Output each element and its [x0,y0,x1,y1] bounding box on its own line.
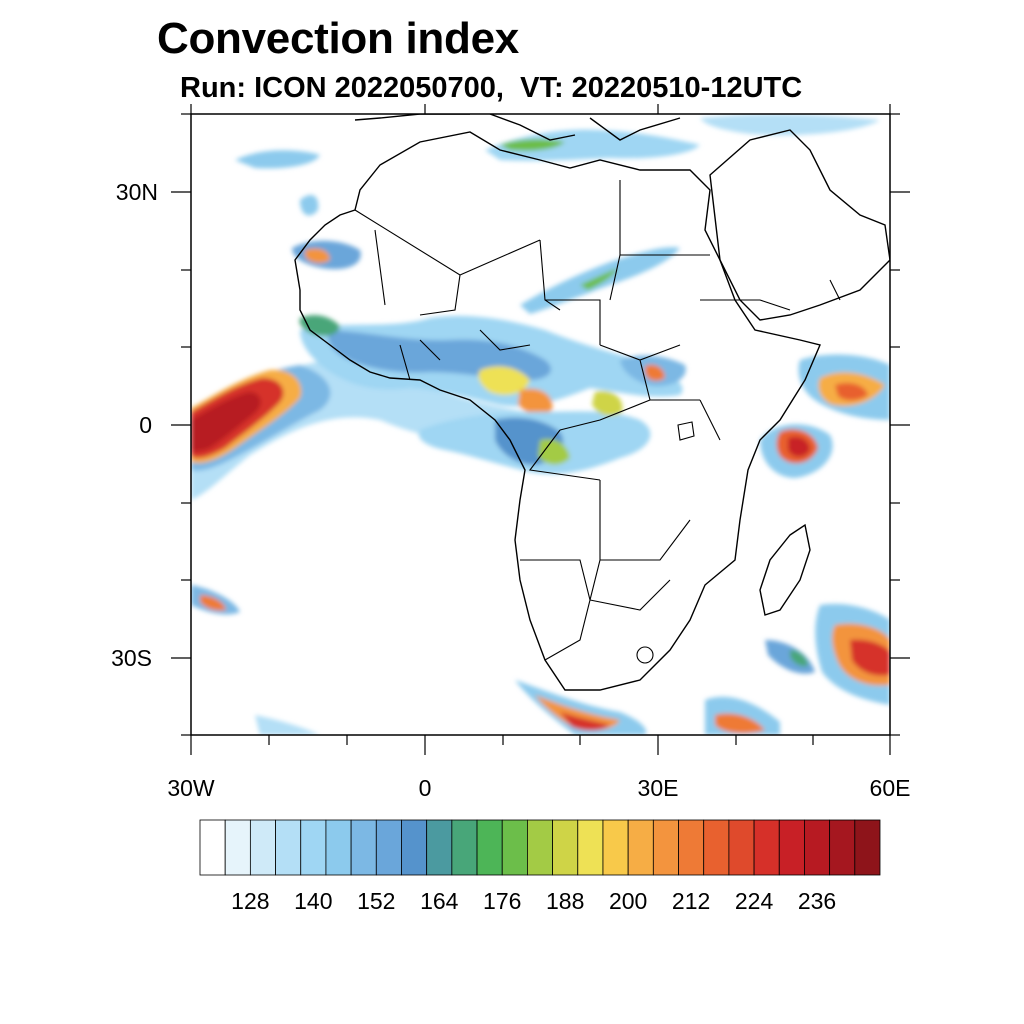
convection-field [191,114,890,735]
lon-label-30e: 30E [637,775,679,801]
se-indian-inner [850,639,890,676]
coastlines [294,114,890,691]
southern-band-2-core [715,713,765,734]
colorbar-swatch [627,819,654,876]
s-atlantic-core [200,595,226,611]
colorbar-swatch [753,819,780,876]
country-borders [354,180,841,664]
southern-band-1-inner [560,712,610,731]
madagascar-east-green [790,650,808,667]
cameroon-patch [518,388,553,415]
colorbar-label: 128 [231,888,270,914]
border-line [354,180,841,661]
mediterranean-core [500,139,565,151]
colorbar-label: 152 [357,888,396,914]
colorbar-swatch [249,819,276,876]
colorbar-label: 188 [545,888,585,914]
colorbar-swatch [602,819,629,876]
southern-band-3 [255,715,320,735]
colorbar-swatch [728,819,755,876]
congo-green [538,438,570,465]
arabia-coastline [709,129,890,321]
lon-label-60e: 60E [869,775,911,801]
lesotho-border [636,646,654,664]
colorbar-swatch [552,819,579,876]
mediterranean-band [485,129,700,161]
colorbar-swatch [199,819,226,876]
lat-label-30n: 30N [115,179,158,205]
colorbar-swatch [401,819,428,876]
colorbar-label: 140 [294,888,333,914]
colorbar-label: 236 [797,888,837,914]
colorbar-swatch [577,819,604,876]
colorbar-swatch [527,819,553,876]
colorbar-label: 224 [734,888,774,914]
colorbar-swatch [224,819,251,876]
lon-label-0: 0 [418,775,432,801]
madagascar-coastline [759,523,811,616]
lat-label-0: 0 [139,412,152,438]
madagascar-east-band [765,640,815,674]
map-ticks [171,104,910,755]
lon-label-30w: 30W [167,775,215,801]
guinea-green [299,315,340,336]
colorbar-swatch [804,819,831,876]
colorbar-swatch [829,819,856,876]
colorbar [199,819,881,876]
westsahara-core [305,248,330,263]
colorbar-swatch [678,819,705,876]
colorbar-swatch [501,819,528,876]
somalia-ocean-inner [835,383,868,401]
colorbar-swatch [703,819,730,876]
colorbar-label: 200 [608,888,648,914]
cyclone-inner [788,436,810,457]
colorbar-swatch [350,819,377,876]
north-atlantic-patch [235,150,320,169]
chart-subtitle: Run: ICON 2022050700, VT: 20220510-12UTC [180,72,803,104]
atlantic-core-inner [191,392,261,452]
europe-top [700,114,880,136]
colorbar-swatch [652,819,679,876]
lake-victoria [677,421,695,441]
southern-band-1-core [535,695,620,731]
africa-coastline [294,131,821,691]
nigeria-patch [478,366,530,395]
colorbar-swatch [325,819,352,876]
colorbar-swatch [854,819,881,876]
sahara-band-core [580,268,618,290]
colorbar-swatch [451,819,478,876]
colorbar-swatch [426,819,453,876]
east-congo-patch [592,391,623,416]
colorbar-swatch [300,819,327,876]
colorbar-label: 176 [483,888,522,914]
chart-title: Convection index [157,14,519,63]
colorbar-swatch [275,819,302,876]
ethiopia-core [645,364,665,381]
canary-patch [300,195,319,216]
colorbar-label: 212 [671,888,711,914]
lat-label-30s: 30S [111,645,152,671]
colorbar-swatch [476,819,503,876]
colorbar-label: 164 [420,888,459,914]
colorbar-swatch [375,819,402,876]
europe-coastline [354,114,681,141]
colorbar-swatch [778,819,805,876]
